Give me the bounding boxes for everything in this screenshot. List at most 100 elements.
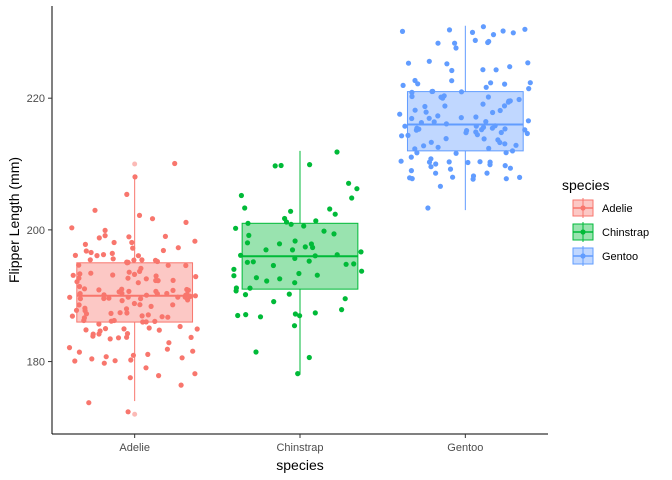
data-point: [126, 234, 132, 240]
data-point: [94, 253, 100, 259]
data-point: [128, 357, 134, 363]
data-point: [312, 310, 318, 316]
data-point: [408, 154, 414, 160]
data-point: [177, 323, 183, 330]
data-point: [449, 67, 455, 74]
data-point: [245, 220, 251, 226]
data-point: [88, 249, 94, 256]
data-point: [112, 358, 118, 364]
data-point: [426, 58, 432, 64]
data-point: [183, 262, 189, 269]
data-point: [77, 271, 83, 277]
data-point: [458, 89, 465, 95]
data-point: [76, 262, 82, 268]
data-point: [143, 276, 149, 282]
data-point: [510, 30, 516, 36]
data-point: [190, 348, 196, 354]
data-point: [253, 349, 259, 355]
data-point: [70, 272, 76, 278]
data-point: [183, 219, 189, 225]
data-point: [124, 191, 130, 197]
data-point: [165, 262, 171, 268]
data-point: [453, 150, 459, 156]
data-point: [110, 256, 116, 262]
data-point: [503, 150, 509, 156]
data-point: [87, 257, 93, 263]
data-point: [296, 270, 302, 277]
data-point: [170, 277, 176, 283]
data-point: [131, 257, 137, 263]
data-point: [331, 231, 337, 237]
data-point: [69, 225, 75, 231]
data-point: [149, 216, 156, 222]
data-point: [231, 273, 237, 279]
data-point: [334, 252, 340, 258]
data-point: [126, 288, 132, 294]
data-point: [297, 313, 303, 319]
data-point: [253, 275, 259, 281]
data-point: [289, 247, 296, 253]
data-point: [135, 280, 141, 286]
data-point: [231, 266, 237, 272]
data-point: [170, 302, 176, 308]
data-point: [156, 327, 162, 333]
data-point: [110, 272, 116, 278]
data-point: [501, 103, 508, 109]
data-point: [121, 326, 127, 332]
data-point: [175, 294, 181, 300]
data-point: [428, 164, 434, 170]
data-point: [292, 255, 298, 261]
data-point: [264, 278, 270, 284]
data-point: [242, 205, 248, 211]
data-point: [246, 232, 252, 238]
data-point: [400, 82, 406, 88]
data-point: [238, 192, 244, 199]
data-point: [270, 262, 276, 269]
data-point: [405, 132, 411, 138]
data-point: [81, 315, 87, 321]
data-point: [154, 258, 160, 265]
data-point: [312, 253, 318, 259]
data-point: [131, 271, 138, 277]
data-point: [127, 375, 133, 381]
data-point: [96, 235, 102, 241]
data-point: [102, 227, 108, 233]
data-point: [473, 114, 479, 120]
data-point: [443, 136, 449, 142]
data-point: [247, 285, 253, 291]
data-point: [442, 103, 448, 109]
data-point: [464, 128, 470, 134]
data-point: [450, 174, 456, 180]
data-point: [244, 240, 251, 246]
data-point: [66, 345, 73, 351]
data-point: [502, 141, 508, 147]
data-point: [83, 327, 89, 333]
data-point: [194, 326, 200, 332]
data-point: [263, 247, 269, 253]
data-point: [124, 310, 130, 316]
y-axis-ticks: 180 200 220: [27, 93, 52, 369]
data-point: [185, 297, 191, 303]
data-point: [402, 123, 408, 129]
data-point: [492, 123, 498, 129]
data-point: [446, 27, 453, 33]
data-point: [449, 78, 455, 84]
legend-item-gentoo: Gentoo: [572, 246, 638, 266]
data-point: [162, 233, 168, 239]
data-point: [82, 241, 88, 247]
data-point: [500, 28, 506, 34]
data-point: [428, 139, 434, 145]
data-point: [137, 268, 143, 274]
data-point: [458, 115, 464, 121]
data-point: [111, 317, 117, 324]
data-point: [153, 273, 159, 279]
data-point: [291, 323, 298, 329]
data-point: [398, 158, 404, 164]
data-point: [412, 107, 418, 113]
data-point: [453, 45, 459, 51]
data-point: [469, 29, 476, 35]
data-point: [136, 212, 143, 218]
legend-key-point: [580, 253, 586, 259]
data-point: [123, 306, 130, 312]
